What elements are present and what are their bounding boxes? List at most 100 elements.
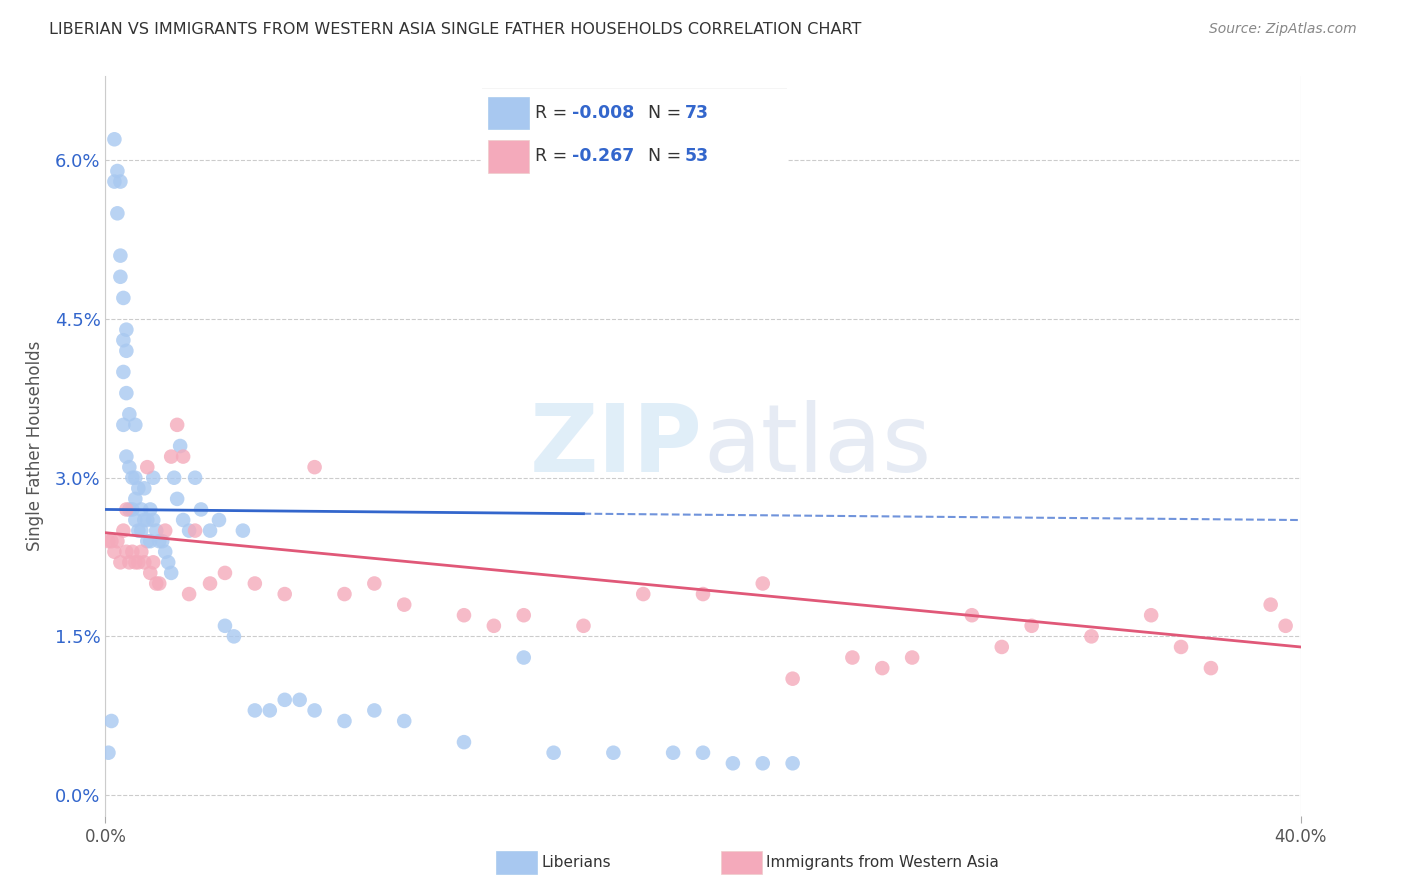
Point — [115, 450, 138, 464]
Point — [243, 703, 266, 717]
Point — [142, 513, 165, 527]
Point — [124, 513, 146, 527]
Point — [148, 534, 170, 549]
Point — [177, 524, 201, 538]
Point — [198, 576, 221, 591]
Point — [134, 555, 156, 569]
Point — [166, 491, 188, 506]
Point — [190, 502, 212, 516]
Point — [901, 650, 924, 665]
Point — [121, 502, 143, 516]
Point — [142, 555, 165, 569]
Point — [148, 576, 170, 591]
Point — [222, 629, 245, 643]
Point — [572, 619, 595, 633]
Point — [124, 555, 146, 569]
Point — [136, 534, 159, 549]
Point — [721, 756, 744, 771]
Point — [513, 608, 536, 623]
Point — [1080, 629, 1102, 643]
Point — [150, 534, 173, 549]
Point — [124, 417, 146, 432]
Point — [333, 714, 356, 728]
Point — [288, 693, 311, 707]
Point — [333, 587, 356, 601]
Point — [129, 545, 153, 559]
Point — [214, 566, 236, 580]
Point — [110, 555, 132, 569]
Point — [112, 365, 135, 379]
Point — [97, 534, 120, 549]
Point — [751, 576, 773, 591]
Point — [692, 746, 714, 760]
Point — [118, 407, 141, 421]
Point — [155, 524, 177, 538]
Point — [110, 269, 132, 284]
Point — [751, 756, 773, 771]
Point — [841, 650, 863, 665]
Point — [134, 513, 156, 527]
Point — [273, 587, 295, 601]
Point — [1140, 608, 1163, 623]
Point — [127, 481, 149, 495]
Point — [169, 439, 191, 453]
Point — [121, 545, 143, 559]
Point — [602, 746, 624, 760]
Point — [100, 534, 122, 549]
Text: Immigrants from Western Asia: Immigrants from Western Asia — [766, 855, 1000, 870]
Point — [692, 587, 714, 601]
Text: ZIP: ZIP — [530, 400, 703, 492]
Text: Source: ZipAtlas.com: Source: ZipAtlas.com — [1209, 22, 1357, 37]
Point — [172, 513, 194, 527]
Point — [103, 175, 125, 189]
Point — [394, 598, 416, 612]
Point — [232, 524, 254, 538]
Point — [139, 534, 162, 549]
Point — [107, 534, 129, 549]
Point — [1021, 619, 1043, 633]
Point — [115, 502, 138, 516]
Point — [103, 545, 125, 559]
Point — [112, 417, 135, 432]
Point — [214, 619, 236, 633]
Point — [115, 545, 138, 559]
Point — [127, 524, 149, 538]
Point — [394, 714, 416, 728]
Point — [273, 693, 295, 707]
Point — [198, 524, 221, 538]
Point — [1274, 619, 1296, 633]
Point — [304, 460, 326, 475]
Point — [110, 175, 132, 189]
Point — [482, 619, 505, 633]
Point — [124, 491, 146, 506]
Point — [112, 524, 135, 538]
Point — [453, 608, 475, 623]
Point — [1199, 661, 1222, 675]
Point — [157, 555, 180, 569]
Point — [184, 524, 207, 538]
Point — [97, 746, 120, 760]
Point — [163, 471, 186, 485]
Point — [136, 513, 159, 527]
Point — [160, 450, 183, 464]
Point — [1170, 640, 1192, 654]
Point — [115, 323, 138, 337]
Text: Liberians: Liberians — [541, 855, 612, 870]
Point — [177, 587, 201, 601]
Point — [543, 746, 565, 760]
Point — [112, 291, 135, 305]
Y-axis label: Single Father Households: Single Father Households — [25, 341, 44, 551]
Point — [872, 661, 894, 675]
Point — [782, 756, 804, 771]
Point — [160, 566, 183, 580]
Point — [453, 735, 475, 749]
Point — [633, 587, 655, 601]
Point — [184, 471, 207, 485]
Point — [166, 417, 188, 432]
Point — [115, 343, 138, 358]
Point — [142, 471, 165, 485]
Point — [107, 164, 129, 178]
Text: atlas: atlas — [703, 400, 931, 492]
Point — [155, 545, 177, 559]
Point — [129, 502, 153, 516]
